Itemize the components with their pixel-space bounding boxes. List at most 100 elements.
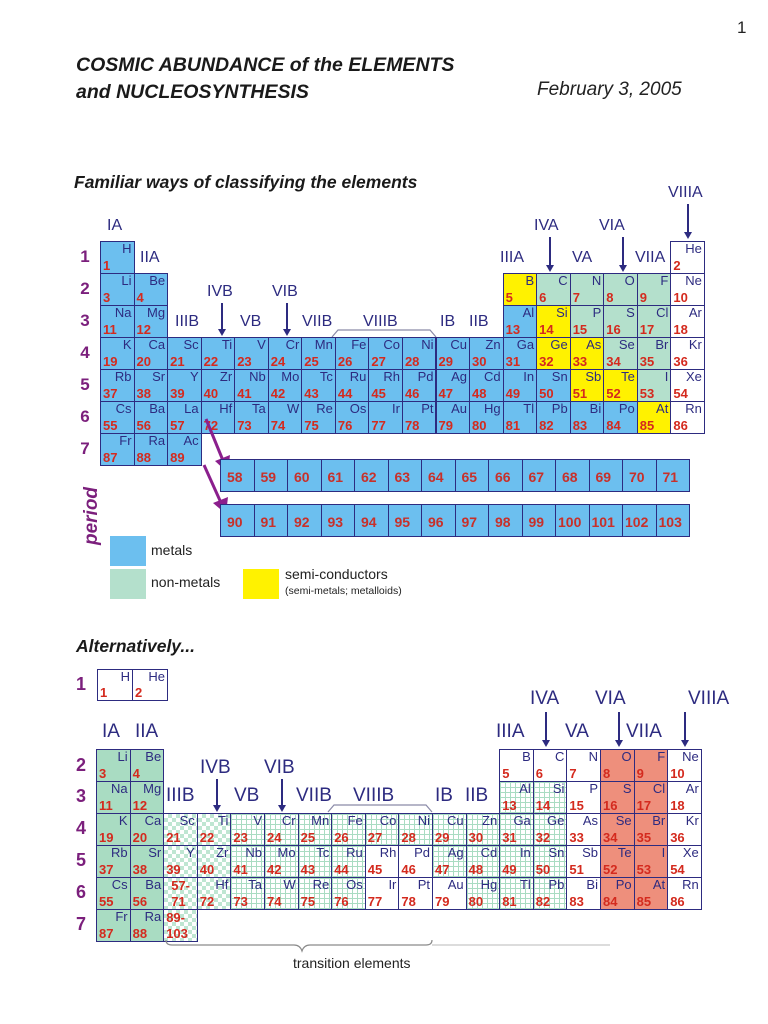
element-cell-Sb: Sb 51 [569,369,605,402]
actinide-cell-96: 96 [421,504,456,537]
atomic-number: 1 [103,258,111,273]
atomic-number: 37 [99,862,114,877]
element-cell-Au: Au 79 [435,401,471,434]
element-symbol: Pd [414,845,430,860]
atomic-number: 48 [472,386,487,401]
atomic-number: 22 [199,830,215,845]
element-cell-Sr: Sr 38 [133,369,169,402]
element-cell-Rb: Rb 37 [96,845,131,878]
element-cell-He: He 2 [670,241,705,274]
lanthanide-cell-69: 69 [588,459,623,492]
atomic-number: 5 [502,766,510,781]
element-symbol: Rn [685,401,702,416]
element-cell-Rn: Rn 86 [670,401,705,434]
atomic-number: 30 [472,354,487,369]
element-symbol: Fr [119,433,132,448]
atomic-number: 70 [629,469,645,485]
atomic-number: 86 [673,418,688,433]
element-cell-Rh: Rh 45 [364,845,400,878]
element-cell-Rb: Rb 37 [100,369,135,402]
atomic-number: 93 [327,514,344,530]
atomic-number: 11 [103,322,117,337]
period-number-4-2: 4 [75,818,86,838]
element-symbol: Ir [388,877,397,892]
atomic-number: 38 [132,862,148,877]
element-cell-Br: Br 35 [633,813,669,846]
element-symbol: F [660,273,669,288]
period-axis-label: period [81,486,102,546]
element-symbol: Na [114,305,132,320]
element-cell-Ag: Ag 47 [432,845,467,878]
period-number-7: 7 [80,439,90,458]
element-cell-Re: Re 75 [297,877,333,910]
atomic-number: 50 [535,862,551,877]
element-symbol: Li [117,749,128,764]
element-cell-Li: Li 3 [96,749,131,782]
atomic-number: 26 [334,830,349,845]
group-label-IIB: IIB [469,313,489,330]
atomic-number: 44 [337,386,353,401]
atomic-number: 53 [636,862,652,877]
element-cell-Si: Si 14 [536,305,571,338]
element-symbol: Hf [219,401,233,416]
atomic-number: 51 [572,386,588,401]
atomic-number: 25 [304,354,319,369]
element-cell-Cl: Cl 17 [633,781,669,814]
atomic-number: 76 [334,894,349,909]
element-symbol: Re [316,401,333,416]
element-symbol: Fe [351,337,367,352]
arrow-head-icon [542,740,550,747]
atomic-number: 33 [569,830,584,845]
element-cell-Ti: Ti 22 [196,813,232,846]
actinide-cell-90: 90 [220,504,255,537]
atomic-number: 34 [606,354,621,369]
element-cell-Zr: Zr 40 [196,845,232,878]
element-symbol: Se [618,337,635,352]
atomic-number: 31 [505,354,521,369]
element-cell-Sc: Sc 21 [167,337,202,370]
period-number-7-2: 7 [75,914,86,934]
atomic-number: 35 [639,354,655,369]
atomic-number: 21 [170,354,185,369]
group-label-IVB: IVB [207,283,233,300]
atomic-number: 52 [606,386,621,401]
group-label-VIIIB-2: VIIIB [353,785,395,806]
element-symbol: La [184,401,199,416]
lanthanide-cell-59: 59 [253,459,288,492]
atomic-number: 33 [572,354,588,369]
document-title: COSMIC ABUNDANCE of the ELEMENTS and NUC… [76,52,454,106]
element-cell-Ta: Ta 73 [234,401,269,434]
element-symbol: Cs [115,401,132,416]
element-cell-Ba: Ba 56 [129,877,165,910]
atomic-number: 52 [603,862,618,877]
legend-swatch-semi-conductors [243,569,279,599]
element-symbol: As [582,813,598,828]
atomic-number: 21 [166,830,181,845]
element-cell-Br: Br 35 [636,337,672,370]
element-symbol: W [283,877,296,892]
legend-label-non-metals: non-metals [151,574,221,590]
atomic-number: 12 [136,322,152,337]
element-symbol: In [519,845,531,860]
element-cell-In: In 49 [499,845,534,878]
atomic-number: 102 [625,514,649,530]
element-symbol: Sn [548,845,565,860]
atomic-number: 66 [495,469,511,485]
element-symbol: Rb [110,845,128,860]
element-symbol: Hg [480,877,498,892]
arrow-VIA [622,237,624,265]
lanthanide-cell-58: 58 [220,459,255,492]
element-cell-Ge: Ge 32 [532,813,568,846]
element-symbol: Ar [685,781,699,796]
element-symbol: In [523,369,535,384]
atomic-number: 20 [132,830,148,845]
element-cell-Ne: Ne 10 [670,273,705,306]
atomic-number: 16 [603,798,618,813]
group-label-VIIB-2: VIIB [296,785,332,806]
element-symbol: Zr [219,369,233,384]
atomic-number: 87 [103,450,118,465]
element-cell-Os: Os 76 [334,401,370,434]
atomic-number: 65 [461,469,478,485]
